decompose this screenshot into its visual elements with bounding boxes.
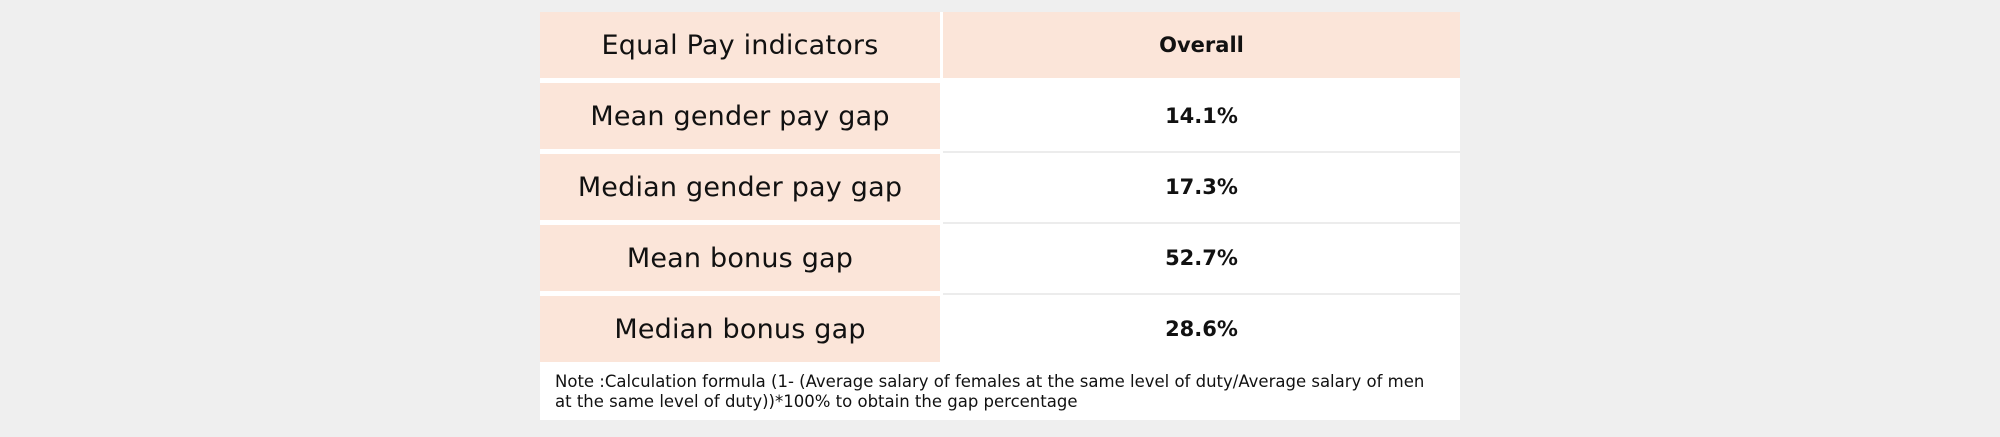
table-row: Median bonus gap 28.6% [540, 296, 1460, 362]
table-row: Mean gender pay gap 14.1% [540, 83, 1460, 149]
calculation-note: Note :Calculation formula (1- (Average s… [555, 372, 1425, 411]
table-row: Median gender pay gap 17.3% [540, 154, 1460, 220]
header-indicator-cell: Equal Pay indicators [540, 12, 940, 78]
row-value-mean-bonus-gap: 52.7% [1165, 246, 1238, 270]
row-value-mean-gender-pay-gap: 14.1% [1165, 104, 1238, 128]
table-header-row: Equal Pay indicators Overall [540, 12, 1460, 78]
row-label-median-bonus-gap: Median bonus gap [540, 296, 940, 362]
header-overall-cell: Overall [943, 12, 1460, 78]
row-label-mean-gender-pay-gap: Mean gender pay gap [540, 83, 940, 149]
row-label-mean-bonus-gap: Mean bonus gap [540, 225, 940, 291]
row-value-median-bonus-gap: 28.6% [1165, 317, 1238, 341]
row-divider [943, 293, 1460, 295]
equal-pay-table: Equal Pay indicators Overall Mean gender… [540, 12, 1460, 420]
row-divider [943, 151, 1460, 153]
row-divider [943, 222, 1460, 224]
table-row: Mean bonus gap 52.7% [540, 225, 1460, 291]
row-label-median-gender-pay-gap: Median gender pay gap [540, 154, 940, 220]
row-value-median-gender-pay-gap: 17.3% [1165, 175, 1238, 199]
